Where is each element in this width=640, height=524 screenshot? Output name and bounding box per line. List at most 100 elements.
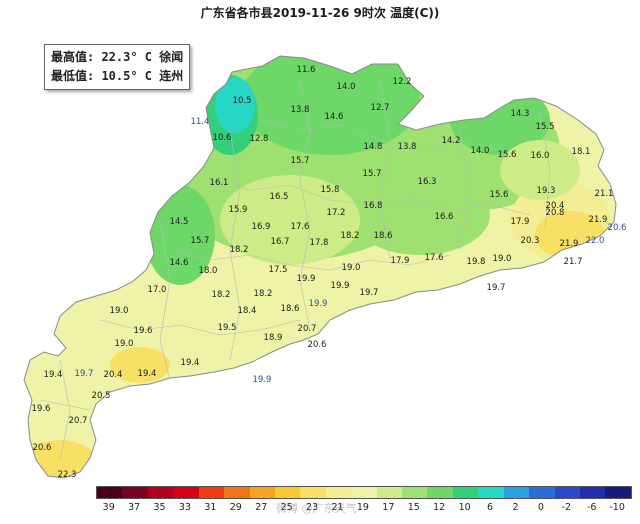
legend-label: 35	[153, 502, 166, 513]
station-temperature-label: 15.6	[498, 150, 517, 160]
station-temperature-label: 16.0	[531, 151, 550, 161]
legend-label: 23	[306, 502, 319, 513]
station-temperature-label: 17.9	[511, 217, 530, 227]
station-temperature-label: 17.9	[391, 256, 410, 266]
station-temperature-label: 19.0	[110, 306, 129, 316]
legend-label: 37	[128, 502, 141, 513]
station-temperature-label: 19.9	[309, 299, 328, 309]
station-temperature-label: 14.6	[170, 258, 189, 268]
station-temperature-label: 18.1	[572, 147, 591, 157]
station-temperature-label: 16.8	[364, 201, 383, 211]
station-temperature-label: 17.8	[310, 238, 329, 248]
station-temperature-label: 15.9	[229, 205, 248, 215]
legend-swatch	[554, 487, 581, 498]
legend-swatch	[427, 487, 453, 498]
legend-label: 29	[229, 502, 242, 513]
station-temperature-label: 19.4	[138, 369, 157, 379]
station-temperature-label: 11.6	[297, 65, 316, 75]
legend-swatch	[274, 487, 301, 498]
station-temperature-label: 16.1	[210, 178, 229, 188]
legend-swatch	[452, 487, 479, 498]
station-temperature-label: 19.7	[75, 369, 94, 379]
legend-label: 31	[204, 502, 217, 513]
station-temperature-label: 14.0	[337, 82, 356, 92]
station-temperature-label: 10.5	[233, 96, 252, 106]
legend-label: 25	[280, 502, 293, 513]
legend-swatch	[580, 487, 606, 498]
station-temperature-label: 11.4	[191, 117, 210, 127]
station-temperature-label: 22.0	[586, 236, 605, 246]
station-temperature-label: 18.6	[281, 304, 300, 314]
station-temperature-label: 19.9	[253, 375, 272, 385]
legend-swatch	[122, 487, 148, 498]
station-temperature-label: 21.9	[589, 215, 608, 225]
station-temperature-label: 19.4	[181, 358, 200, 368]
legend-swatch	[224, 487, 250, 498]
station-temperature-label: 17.2	[327, 208, 346, 218]
station-temperature-label: 17.0	[148, 285, 167, 295]
color-legend	[96, 486, 632, 499]
legend-swatch	[300, 487, 326, 498]
station-temperature-label: 21.9	[560, 239, 579, 249]
station-temperature-label: 19.7	[360, 288, 379, 298]
legend-labels: 39 37 35 33 31 29 27 25 23 21 19 17 15 12 10 6 2 0 -2 -6 -10	[96, 502, 630, 516]
legend-swatch	[173, 487, 199, 498]
station-temperature-label: 18.6	[374, 231, 393, 241]
station-temperature-label: 20.4	[546, 201, 565, 211]
map-title: 广东省各市县2019-11-26 9时次 温度(C))	[200, 6, 440, 20]
station-temperature-label: 19.9	[331, 281, 350, 291]
max-temperature-line: 最高值: 22.3° C 徐闻	[51, 50, 184, 64]
station-temperature-label: 20.7	[298, 324, 317, 334]
legend-label: 19	[356, 502, 369, 513]
legend-label: -2	[561, 502, 572, 513]
station-temperature-label: 19.0	[115, 339, 134, 349]
county-boundaries	[39, 79, 551, 461]
station-temperature-label: 20.6	[608, 223, 627, 233]
watermark: 微博 @广东天气	[276, 502, 357, 515]
station-temperature-label: 15.7	[363, 169, 382, 179]
legend-label: 10	[458, 502, 471, 513]
station-temperature-label: 20.6	[33, 443, 52, 453]
station-temperature-label: 14.5	[170, 217, 189, 227]
legend-label: 6	[487, 502, 494, 513]
station-temperature-label: 19.6	[134, 326, 153, 336]
legend-swatch	[503, 487, 530, 498]
station-temperature-label: 20.8	[546, 208, 565, 218]
legend-swatch	[351, 487, 377, 498]
legend-label: -6	[586, 502, 597, 513]
station-temperature-label: 19.9	[297, 274, 316, 284]
legend-swatch	[147, 487, 174, 498]
station-temperature-label: 19.0	[342, 263, 361, 273]
legend-label: 21	[331, 502, 344, 513]
station-temperature-label: 19.0	[493, 254, 512, 264]
station-temperature-label: 16.9	[252, 222, 271, 232]
station-temperature-label: 18.2	[341, 231, 360, 241]
station-temperature-label: 18.9	[264, 333, 283, 343]
station-temperature-label: 15.8	[321, 185, 340, 195]
legend-swatch	[478, 487, 504, 498]
station-temperature-label: 12.7	[371, 103, 390, 113]
legend-swatch	[376, 487, 403, 498]
legend-swatch	[325, 487, 352, 498]
station-temperature-label: 15.6	[490, 190, 509, 200]
station-temperature-label: 12.8	[250, 134, 269, 144]
station-temperature-label: 17.6	[425, 253, 444, 263]
legend-swatch	[402, 487, 428, 498]
station-temperature-label: 19.4	[44, 370, 63, 380]
station-temperature-label: 18.4	[238, 306, 257, 316]
legend-label: 17	[382, 502, 395, 513]
station-temperature-label: 14.2	[442, 136, 461, 146]
station-temperature-label: 20.4	[104, 370, 123, 380]
station-temperature-label: 14.3	[511, 109, 530, 119]
station-temperature-label: 14.0	[471, 146, 490, 156]
station-temperature-label: 16.6	[435, 212, 454, 222]
station-temperature-label: 19.8	[467, 257, 486, 267]
station-temperature-label: 15.5	[536, 122, 555, 132]
legend-label: 12	[433, 502, 446, 513]
station-temperature-label: 18.2	[230, 245, 249, 255]
legend-swatch	[605, 487, 631, 498]
station-temperature-label: 18.0	[199, 266, 218, 276]
station-temperature-label: 19.3	[537, 186, 556, 196]
province-outline	[23, 55, 617, 479]
station-temperature-label: 18.2	[254, 289, 273, 299]
